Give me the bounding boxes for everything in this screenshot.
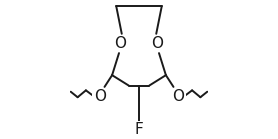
Text: O: O — [114, 36, 126, 51]
Text: O: O — [152, 36, 164, 51]
Text: O: O — [172, 89, 184, 104]
Text: F: F — [135, 122, 143, 137]
Text: O: O — [94, 89, 106, 104]
